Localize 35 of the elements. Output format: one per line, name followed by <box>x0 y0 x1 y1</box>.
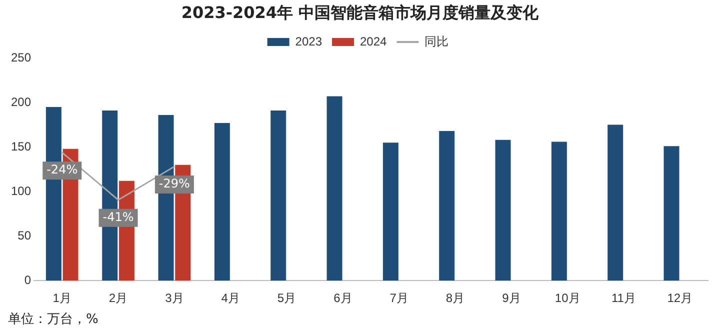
x-tick-label: 2月 <box>108 291 128 306</box>
y-tick-label: 0 <box>24 272 32 287</box>
bar <box>270 110 286 281</box>
bar <box>382 142 398 281</box>
x-tick-label: 8月 <box>446 291 465 306</box>
bar <box>439 131 455 281</box>
bar <box>326 96 342 281</box>
x-tick-label: 6月 <box>334 291 352 306</box>
bar <box>608 124 624 281</box>
chart-title: 2023-2024年 中国智能音箱市场月度销量及变化 <box>180 2 540 24</box>
x-tick-label: 5月 <box>277 291 296 306</box>
legend-label: 同比 <box>424 34 449 48</box>
data-label: -24% <box>46 162 78 177</box>
x-tick-label: 3月 <box>165 291 184 306</box>
bar <box>551 142 567 281</box>
bar <box>214 123 230 281</box>
x-tick-label: 11月 <box>612 291 636 306</box>
x-tick-label: 7月 <box>390 291 408 306</box>
y-tick-label: 100 <box>10 184 32 198</box>
x-tick-label: 10月 <box>554 291 580 306</box>
bar <box>664 146 680 281</box>
legend-label: 2024 <box>360 34 388 48</box>
legend-label: 2023 <box>295 34 322 48</box>
text: 单位：万台，% <box>7 311 100 329</box>
y-tick-label: 200 <box>10 94 32 109</box>
data-label: -41% <box>102 210 134 224</box>
y-tick-label: 150 <box>10 139 32 154</box>
data-label: -29% <box>158 176 190 191</box>
y-tick-label: 50 <box>18 228 32 242</box>
y-tick-label: 250 <box>10 50 32 64</box>
x-tick-label: 12月 <box>667 291 693 306</box>
x-tick-label: 1月 <box>52 291 72 306</box>
bar <box>495 140 511 281</box>
x-tick-label: 9月 <box>502 291 521 306</box>
x-tick-label: 4月 <box>221 291 240 306</box>
